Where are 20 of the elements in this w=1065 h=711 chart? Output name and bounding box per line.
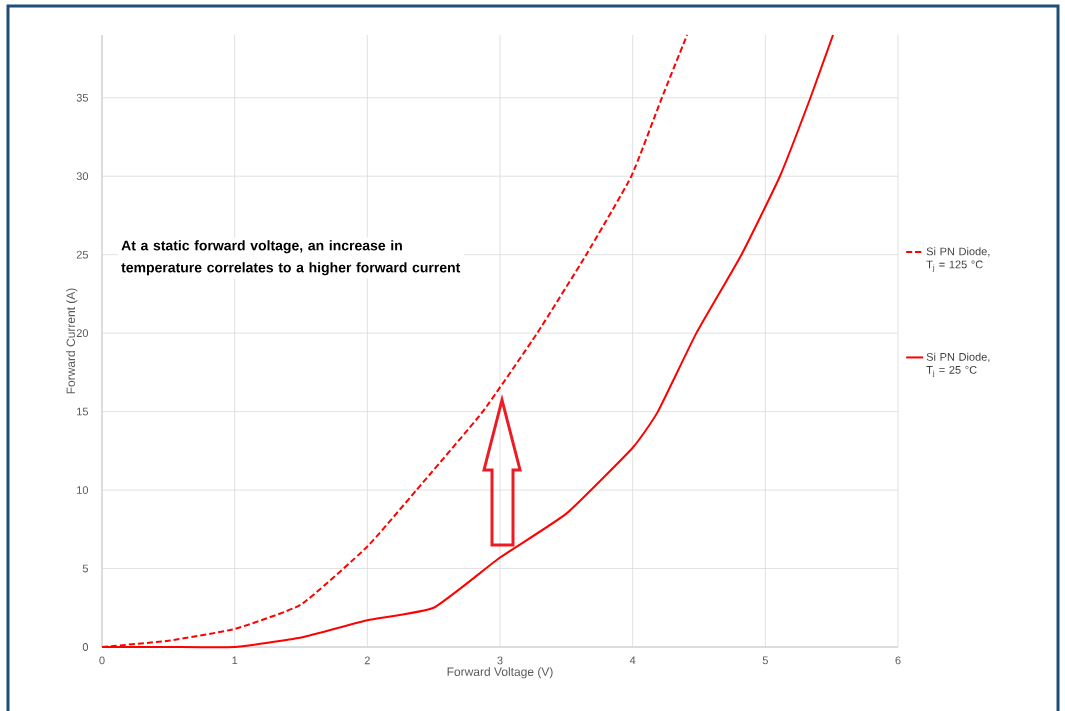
y-tick-label: 5 [82,564,89,573]
legend-label: Si PN Diode, T$_{j}$ = 125 °C [926,247,990,272]
y-tick-label: 35 [76,93,89,102]
y-tick-label: 30 [76,172,89,181]
legend-label: Si PN Diode, T$_{j}$ = 25 °C [926,352,990,378]
x-axis-title: Forward Voltage (V) [447,667,553,679]
x-tick-label: 6 [895,656,901,665]
x-tick-label: 0 [99,656,105,665]
x-tick-label: 4 [629,656,636,665]
x-tick-label: 2 [364,656,370,665]
y-tick-label: 10 [77,486,89,494]
x-tick-label: 1 [232,656,238,665]
annotation: At a static forward voltage, an increase in temperature correlates to a higher forward current [121,240,461,276]
y-axis-title: Forward Current (A) [66,288,78,394]
y-tick-label: 15 [77,407,89,416]
y-tick-label: 0 [82,643,89,651]
x-tick-label: 5 [762,656,768,665]
y-tick-label: 20 [76,329,89,338]
y-tick-label: 25 [76,250,89,259]
x-tick-label: 3 [497,656,503,665]
